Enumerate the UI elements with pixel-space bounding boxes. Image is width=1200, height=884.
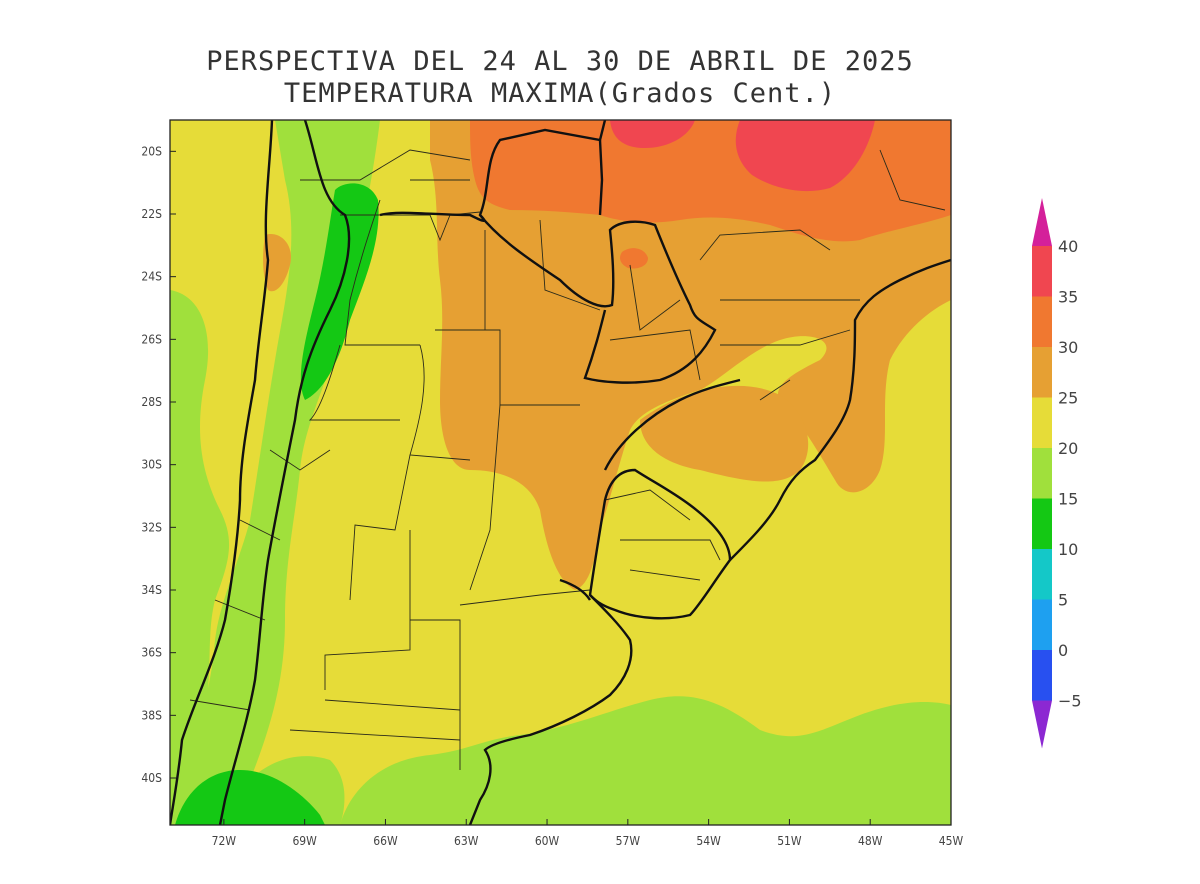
colorbar-label: 20 (1058, 439, 1078, 458)
lat-tick-label: 32S (141, 520, 162, 534)
colorbar-label: 0 (1058, 641, 1068, 660)
lon-tick-label: 66W (373, 834, 398, 848)
lat-tick-label: 26S (141, 332, 162, 346)
colorbar-label: 5 (1058, 591, 1068, 610)
colorbar-bottom-arrow (1032, 700, 1052, 749)
colorbar-segment (1032, 498, 1052, 549)
lon-tick-label: 57W (616, 834, 641, 848)
colorbar-segment (1032, 448, 1052, 499)
colorbar-segment (1032, 347, 1052, 398)
band-25-30-east (640, 385, 809, 482)
colorbar-label: 15 (1058, 490, 1078, 509)
political-borders (170, 120, 951, 825)
lat-tick-label: 24S (141, 270, 162, 284)
national-borders (170, 120, 951, 825)
colorbar-label: 40 (1058, 237, 1078, 256)
longitude-axis: 72W 69W 66W 63W 60W 57W 54W 51W 48W 45W (212, 819, 964, 848)
lon-tick-label: 60W (535, 834, 560, 848)
colorbar-label: 30 (1058, 338, 1078, 357)
colorbar-segment (1032, 246, 1052, 297)
band-15-20-south (340, 696, 951, 825)
colorbar-segment (1032, 549, 1052, 600)
colorbar-segment (1032, 296, 1052, 347)
band-30-35-spot (620, 248, 648, 269)
band-25-30-andes (263, 234, 291, 292)
lat-tick-label: 30S (141, 458, 162, 472)
lon-tick-label: 63W (454, 834, 479, 848)
map-title: PERSPECTIVA DEL 24 AL 30 DE ABRIL DE 202… (206, 46, 914, 77)
colorbar-segment (1032, 650, 1052, 701)
band-15-20-west (170, 290, 230, 800)
lon-tick-label: 45W (939, 834, 964, 848)
colorbar: 40 35 30 25 20 15 10 5 0 −5 (1032, 198, 1082, 749)
plot-frame (169, 119, 952, 826)
colorbar-label: 10 (1058, 540, 1078, 559)
band-35-40-b (735, 120, 875, 192)
lat-tick-label: 28S (141, 395, 162, 409)
colorbar-label: 25 (1058, 389, 1078, 408)
band-35-40-a (610, 120, 695, 148)
map-subtitle: TEMPERATURA MAXIMA(Grados Cent.) (283, 78, 837, 109)
temperature-field (170, 120, 951, 825)
lat-tick-label: 34S (141, 583, 162, 597)
province-lines (189, 149, 946, 770)
lat-tick-label: 38S (141, 708, 162, 722)
lat-tick-label: 36S (141, 646, 162, 660)
band-10-15-north (300, 183, 379, 400)
lon-tick-label: 69W (292, 834, 317, 848)
colorbar-segment (1032, 397, 1052, 448)
colorbar-label: −5 (1058, 692, 1082, 711)
colorbar-segment (1032, 599, 1052, 650)
lon-tick-label: 54W (696, 834, 721, 848)
lat-tick-label: 22S (141, 207, 162, 221)
lon-tick-label: 48W (858, 834, 883, 848)
lon-tick-label: 51W (777, 834, 802, 848)
band-10-15-south (175, 770, 325, 825)
lon-tick-label: 72W (212, 834, 237, 848)
lat-tick-label: 40S (141, 771, 162, 785)
colorbar-top-arrow (1032, 198, 1052, 246)
colorbar-label: 35 (1058, 288, 1078, 307)
latitude-axis: 20S 22S 24S 26S 28S 30S 32S 34S 36S 38S 40S (141, 144, 176, 785)
lat-tick-label: 20S (141, 144, 162, 158)
